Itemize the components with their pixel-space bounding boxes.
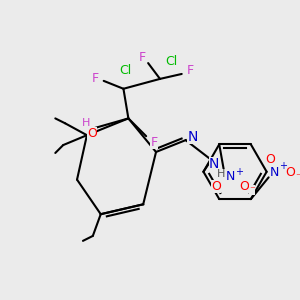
- Text: O: O: [211, 180, 221, 193]
- Text: N: N: [209, 157, 220, 171]
- Text: +: +: [235, 167, 243, 177]
- Text: N: N: [270, 166, 279, 179]
- Text: ⁻: ⁻: [295, 172, 300, 182]
- Text: F: F: [92, 72, 99, 86]
- Text: H: H: [217, 169, 225, 179]
- Text: Cl: Cl: [119, 64, 131, 77]
- Text: N: N: [188, 130, 198, 144]
- Text: F: F: [139, 51, 146, 64]
- Text: Cl: Cl: [166, 55, 178, 68]
- Text: O: O: [285, 166, 295, 179]
- Text: N: N: [225, 170, 235, 183]
- Text: O: O: [239, 180, 249, 193]
- Text: F: F: [151, 136, 158, 148]
- Text: O: O: [87, 127, 97, 140]
- Text: O: O: [266, 153, 275, 166]
- Text: F: F: [187, 64, 194, 77]
- Text: +: +: [279, 160, 287, 170]
- Text: ⁻: ⁻: [249, 185, 255, 195]
- Text: H: H: [82, 118, 90, 128]
